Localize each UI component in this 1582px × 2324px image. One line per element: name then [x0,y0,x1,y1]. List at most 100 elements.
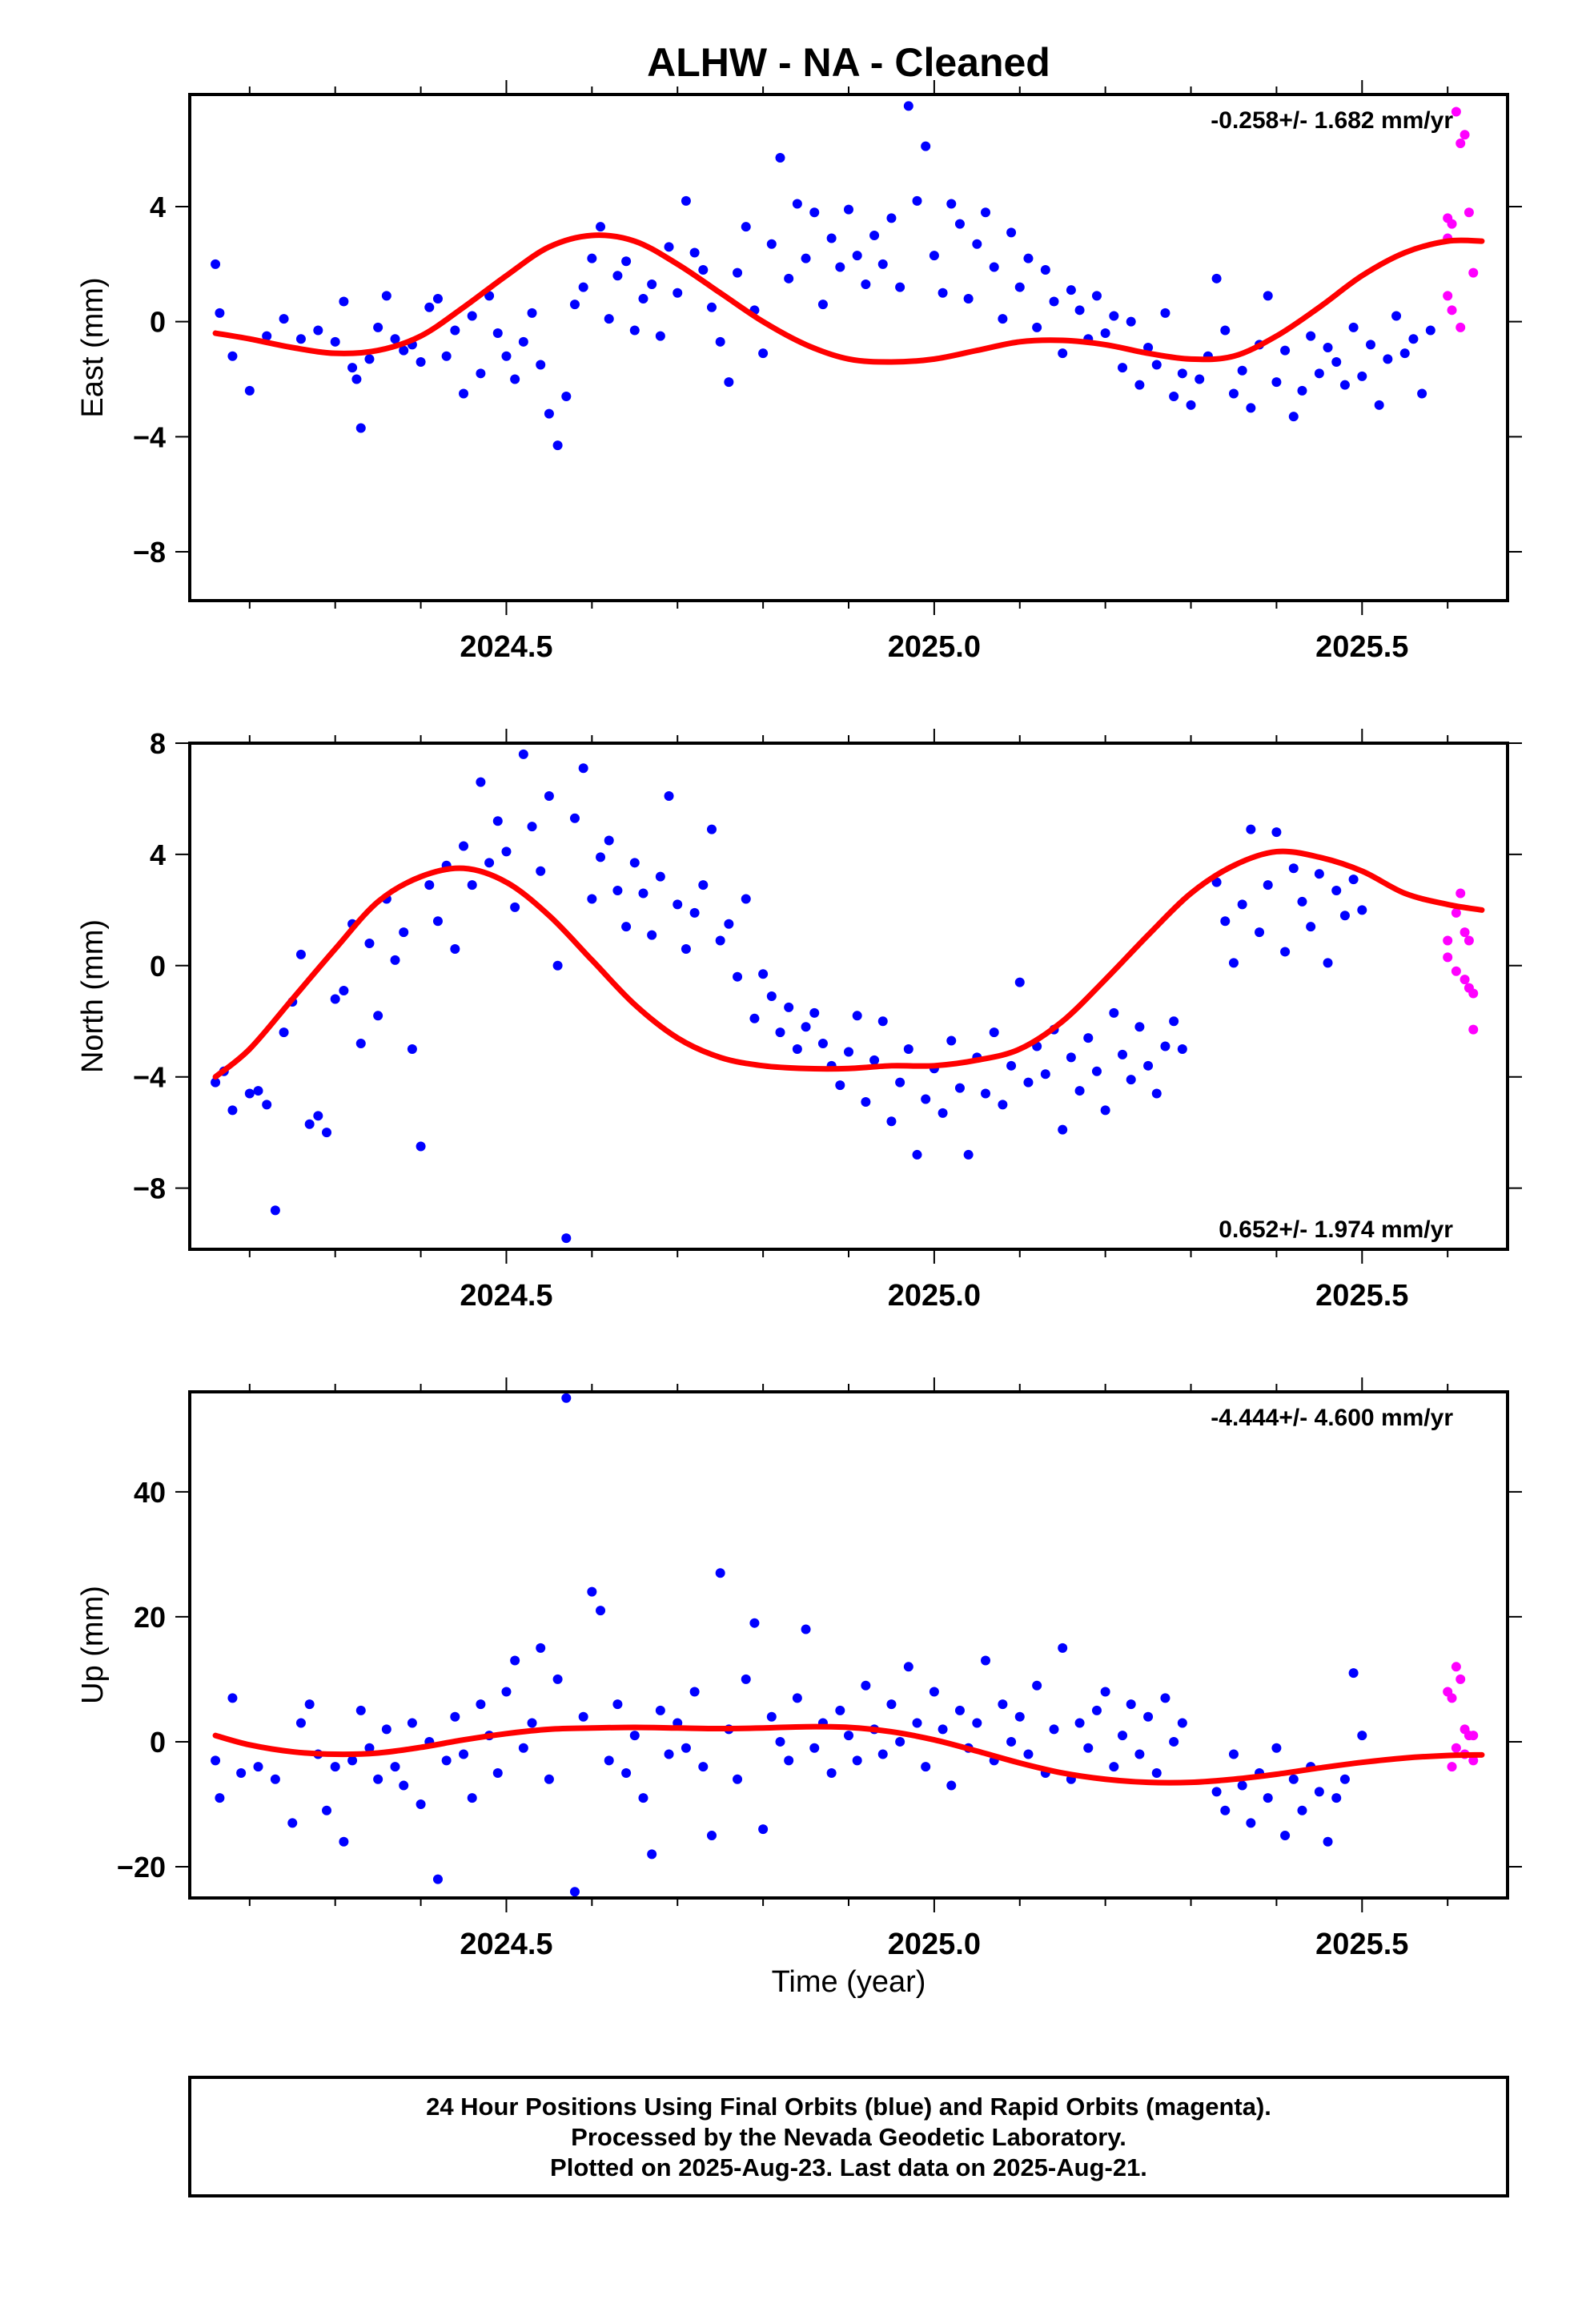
final-orbit-point [484,858,495,868]
final-orbit-point [689,1687,700,1697]
final-orbit-point [1006,1736,1017,1747]
final-orbit-point [1314,368,1324,379]
final-orbit-point [809,1007,820,1018]
final-orbit-point [733,267,743,278]
final-orbit-point [963,293,974,304]
final-orbit-point [766,991,777,1001]
final-orbit-point [903,1043,913,1054]
final-orbit-point [1246,403,1256,413]
final-orbit-point [1014,1711,1025,1722]
final-orbit-point [561,1233,572,1244]
final-orbit-point [1006,1060,1017,1071]
final-orbit-point [612,886,623,896]
final-orbit-point [1357,1731,1367,1741]
final-orbit-point [1297,385,1307,396]
final-orbit-point [364,1743,375,1753]
final-orbit-point [741,1674,751,1684]
final-orbit-point [227,351,238,361]
final-orbit-point [938,1108,948,1118]
final-orbit-point [775,153,785,163]
rapid-orbit-point [1451,107,1461,117]
final-orbit-point [467,880,477,891]
final-orbit-point [1314,1787,1324,1797]
x-tick-label: 2024.5 [460,1928,552,1961]
final-orbit-point [244,1088,255,1099]
final-orbit-point [784,1755,794,1766]
final-orbit-point [946,1035,957,1046]
final-orbit-point [1074,1086,1085,1096]
final-orbit-point [1186,400,1196,410]
final-orbit-point [869,1055,880,1065]
final-orbit-point [1237,899,1247,910]
final-orbit-point [355,1705,366,1715]
rapid-orbit-point [1460,975,1470,985]
final-orbit-point [510,374,520,384]
final-orbit-point [364,354,375,364]
final-orbit-point [407,1718,417,1728]
final-orbit-point [1297,1805,1307,1815]
rapid-orbit-point [1456,1674,1466,1684]
final-orbit-point [698,265,709,275]
final-orbit-point [322,1128,332,1138]
final-orbit-point [295,334,306,344]
final-orbit-point [998,314,1008,324]
panels: 2024.5 2025.0 2025.5 −8 −4 0 4 East (mm) -0.258+… [76,80,1522,1961]
data-points [211,1393,1479,1897]
final-orbit-point [1220,916,1231,927]
final-orbit-point [527,308,537,318]
panel-1: 2024.5 2025.0 2025.5 −8 −4 0 4 East (mm) -0.258+… [76,80,1522,664]
final-orbit-point [1066,1052,1076,1063]
final-orbit-point [1049,1724,1059,1735]
final-orbit-point [399,927,409,938]
rapid-orbit-point [1460,130,1470,140]
final-orbit-point [1331,356,1342,367]
final-orbit-point [758,1824,769,1835]
final-orbit-point [1280,345,1291,356]
final-orbit-point [527,1718,537,1728]
final-orbit-point [638,888,648,899]
final-orbit-point [459,1749,469,1759]
final-orbit-point [835,262,845,272]
final-orbit-point [330,336,340,347]
final-orbit-point [501,1687,512,1697]
final-orbit-point [587,1586,597,1597]
final-orbit-point [1126,1075,1136,1085]
rapid-orbit-point [1451,966,1461,976]
final-orbit-point [1169,392,1179,402]
footer-line-1: 24 Hour Positions Using Final Orbits (bl… [426,2093,1271,2121]
footer-box: 24 Hour Positions Using Final Orbits (bl… [188,2076,1509,2197]
final-orbit-point [373,1774,383,1784]
final-orbit-point [1271,377,1282,388]
final-orbit-point [1323,343,1333,352]
panel-2: 2024.5 2025.0 2025.5 −8 −4 0 4 8 North (mm) 0.652… [76,727,1522,1313]
final-orbit-point [432,916,443,927]
final-orbit-point [492,328,503,339]
final-orbit-point [1288,863,1299,874]
final-orbit-point [604,314,614,324]
final-orbit-point [1177,368,1187,379]
final-orbit-point [954,1705,965,1715]
final-orbit-point [270,1774,280,1784]
final-orbit-point [1083,1743,1094,1753]
data-points [211,749,1479,1244]
final-orbit-point [903,1662,913,1672]
rapid-orbit-point [1468,1755,1479,1766]
final-orbit-point [1066,285,1076,296]
final-orbit-point [355,423,366,433]
final-orbit-point [544,790,554,801]
final-orbit-point [1058,348,1068,359]
final-orbit-point [801,1624,811,1634]
final-orbit-point [1263,880,1273,891]
final-orbit-point [861,1680,871,1691]
velocity-rate-label: -4.444+/- 4.600 mm/yr [1211,1405,1453,1431]
final-orbit-point [211,1077,221,1088]
final-orbit-point [869,230,880,240]
final-orbit-point [655,331,665,341]
final-orbit-point [1160,1041,1170,1051]
final-orbit-point [817,1039,828,1049]
panel-3: 2024.5 2025.0 2025.5 −20 0 20 40 Up (mm) -4.444+… [76,1377,1522,1961]
final-orbit-point [1143,1060,1154,1071]
final-orbit-point [792,199,802,209]
final-orbit-point [1348,875,1359,885]
final-orbit-point [1023,253,1034,263]
